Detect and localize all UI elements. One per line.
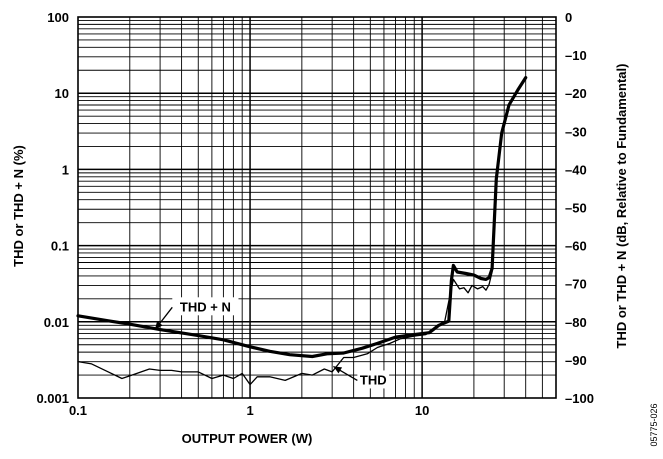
series-layer [76, 75, 528, 386]
y-right-tick-label: –90 [565, 353, 587, 368]
figure-id: 05775-026 [649, 403, 659, 446]
plot-frame [77, 16, 557, 399]
y-right-tick-label: –50 [565, 201, 587, 216]
y-right-tick-label: –40 [565, 162, 587, 177]
x-axis-label: OUTPUT POWER (W) [182, 431, 313, 446]
x-tick-label: 10 [415, 403, 429, 418]
annotation-arrowhead [333, 366, 343, 374]
y-axis-label-left: THD or THD + N (%) [11, 145, 26, 267]
series-line-thd [77, 76, 527, 386]
y-right-tick-label: –20 [565, 86, 587, 101]
y-right-tick-label: –60 [565, 239, 587, 254]
y-tick-label: 0.01 [44, 315, 69, 330]
annotation-label-bg [172, 297, 239, 316]
annotation-label: THD [360, 372, 387, 387]
annotation-arrowhead [154, 321, 163, 330]
y-tick-label: 10 [55, 86, 69, 101]
y-tick-label: 0.001 [36, 391, 69, 406]
tick-labels: 0.1 1 10 0.001 0.01 0.1 1 10 100 0 –10 –20 –30 –40 –50… [36, 10, 593, 418]
annotation-label: THD + N [180, 299, 231, 314]
y-tick-label: 0.1 [51, 239, 69, 254]
annotation-label-bg [357, 370, 390, 389]
x-tick-label: 1 [246, 403, 253, 418]
y-right-tick-label: –70 [565, 277, 587, 292]
y-tick-label: 100 [47, 10, 69, 25]
y-axis-label-right: THD or THD + N (dB, Relative to Fundamen… [614, 64, 629, 349]
annotations: THD + N THD [154, 297, 390, 389]
x-tick-label: 0.1 [69, 403, 87, 418]
y-tick-label: 1 [62, 162, 69, 177]
y-right-tick-label: –10 [565, 48, 587, 63]
plot-grid [78, 17, 556, 398]
y-right-tick-label: –30 [565, 124, 587, 139]
y-right-tick-label: 0 [565, 10, 572, 25]
y-right-tick-label: –80 [565, 315, 587, 330]
y-right-tick-label: –100 [565, 391, 594, 406]
